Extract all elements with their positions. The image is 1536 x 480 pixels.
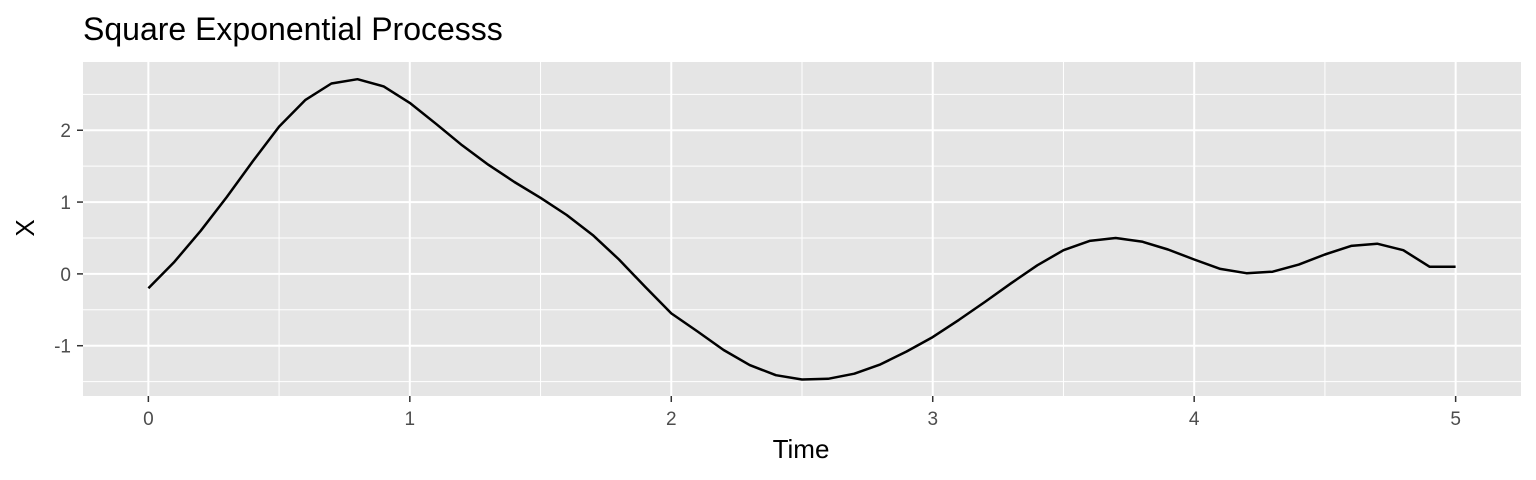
series-layer bbox=[147, 77, 1456, 381]
y-tick-label: 1 bbox=[60, 193, 71, 214]
y-tick-label: 2 bbox=[60, 121, 71, 142]
y-tick-label: 0 bbox=[60, 265, 71, 286]
x-tick-label: 5 bbox=[1450, 409, 1461, 430]
x-tick-label: 0 bbox=[143, 409, 154, 430]
chart-title: Square Exponential Processs bbox=[83, 11, 503, 47]
x-tick-label: 3 bbox=[927, 409, 938, 430]
minor-gridlines bbox=[83, 62, 1521, 396]
x-axis: 0 1 2 3 4 5 bbox=[143, 396, 1461, 430]
x-tick-label: 4 bbox=[1189, 409, 1200, 430]
y-tick-label: -1 bbox=[54, 337, 71, 358]
y-axis-title: X bbox=[10, 219, 40, 236]
y-axis: -1 0 1 2 bbox=[54, 121, 83, 358]
series-line bbox=[147, 77, 1456, 381]
x-tick-label: 2 bbox=[666, 409, 677, 430]
x-axis-title: Time bbox=[773, 434, 830, 464]
major-gridlines bbox=[83, 62, 1521, 396]
x-tick-label: 1 bbox=[405, 409, 416, 430]
